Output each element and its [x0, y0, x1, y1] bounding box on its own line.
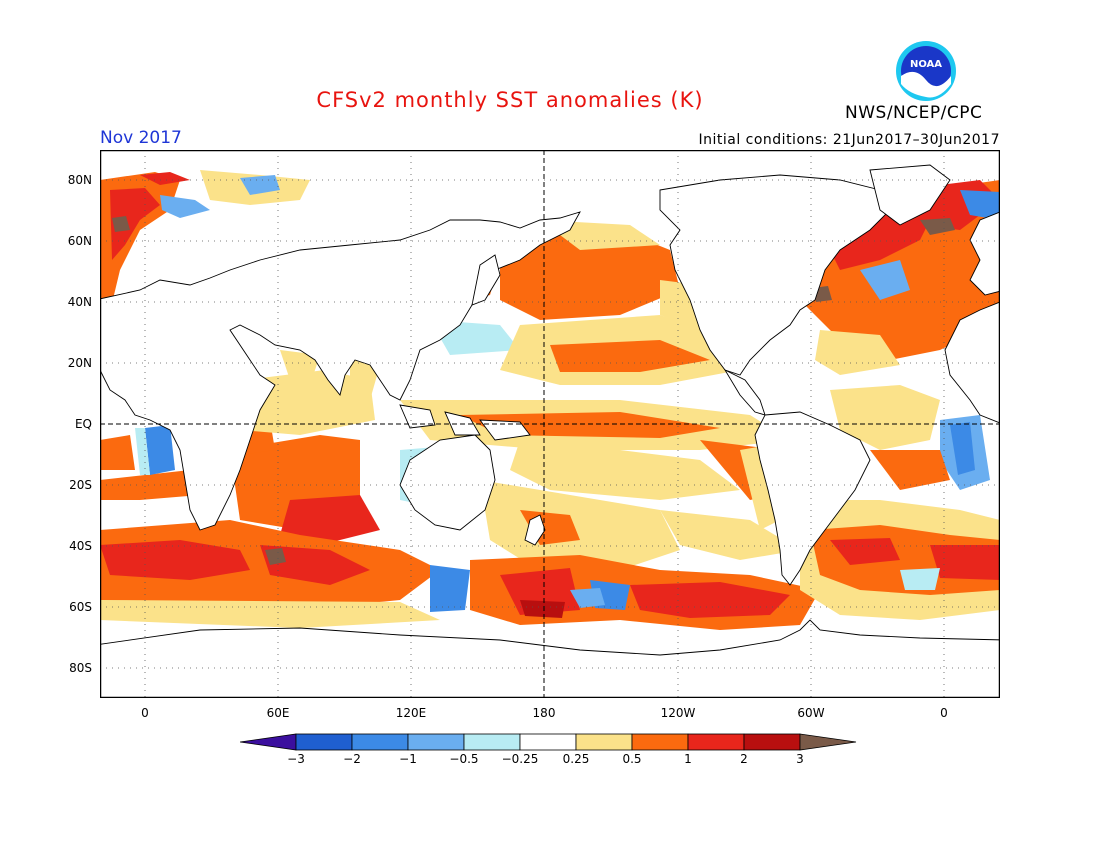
colorbar-swatch: [240, 733, 297, 751]
colorbar-swatch: [743, 733, 801, 751]
lat-label-60n: 60N: [67, 234, 92, 248]
lat-label-eq: EQ: [74, 417, 92, 431]
map-frame: [100, 150, 1000, 698]
valid-month-label: Nov 2017: [100, 128, 182, 148]
colorbar-label: −3: [287, 752, 305, 766]
lat-label-40n: 40N: [67, 295, 92, 309]
colorbar-swatch: [351, 733, 409, 751]
lat-label-40s: 40S: [69, 539, 92, 553]
colorbar-swatch: [799, 733, 857, 751]
agency-label: NWS/NCEP/CPC: [845, 103, 983, 123]
colorbar-swatch: [295, 733, 353, 751]
lon-label-60e: 60E: [266, 706, 290, 720]
equator-dateline: [100, 150, 1000, 698]
map-title: CFSv2 monthly SST anomalies (K): [316, 88, 704, 112]
lon-label-180: 180: [532, 706, 556, 720]
lat-label-80n: 80N: [67, 173, 92, 187]
colorbar-label: 3: [796, 752, 804, 766]
colorbar-swatch: [463, 733, 521, 751]
lon-label-0: 0: [141, 706, 149, 720]
colorbar: [240, 733, 857, 751]
lat-label-60s: 60S: [69, 600, 92, 614]
colorbar-label: 0.5: [622, 752, 642, 766]
colorbar-swatch: [575, 733, 633, 751]
lon-label-120w: 120W: [660, 706, 696, 720]
noaa-logo-icon: NOAA: [896, 41, 956, 101]
colorbar-swatch: [631, 733, 689, 751]
lat-label-20s: 20S: [69, 478, 92, 492]
colorbar-label: 2: [740, 752, 748, 766]
lon-label-60w: 60W: [797, 706, 825, 720]
colorbar-swatch: [407, 733, 465, 751]
lat-label-20n: 20N: [67, 356, 92, 370]
colorbar-label: −2: [343, 752, 361, 766]
sst-anomaly-map: [100, 150, 1000, 698]
colorbar-label: 1: [684, 752, 692, 766]
initial-conditions-label: Initial conditions: 21Jun2017–30Jun2017: [698, 132, 1000, 148]
noaa-logo-text: NOAA: [910, 59, 942, 70]
colorbar-label: −1: [399, 752, 417, 766]
graticule: [100, 150, 1000, 698]
map-canvas: [100, 150, 1000, 698]
colorbar-label: −0.5: [449, 752, 479, 766]
lon-label-120e: 120E: [395, 706, 427, 720]
lon-label-0-east: 0: [940, 706, 948, 720]
colorbar-label: −0.25: [501, 752, 539, 766]
lat-label-80s: 80S: [69, 661, 92, 675]
colorbar-label: 0.25: [562, 752, 590, 766]
colorbar-swatch: [687, 733, 745, 751]
colorbar-swatch: [519, 733, 577, 751]
land: [100, 164, 1000, 698]
